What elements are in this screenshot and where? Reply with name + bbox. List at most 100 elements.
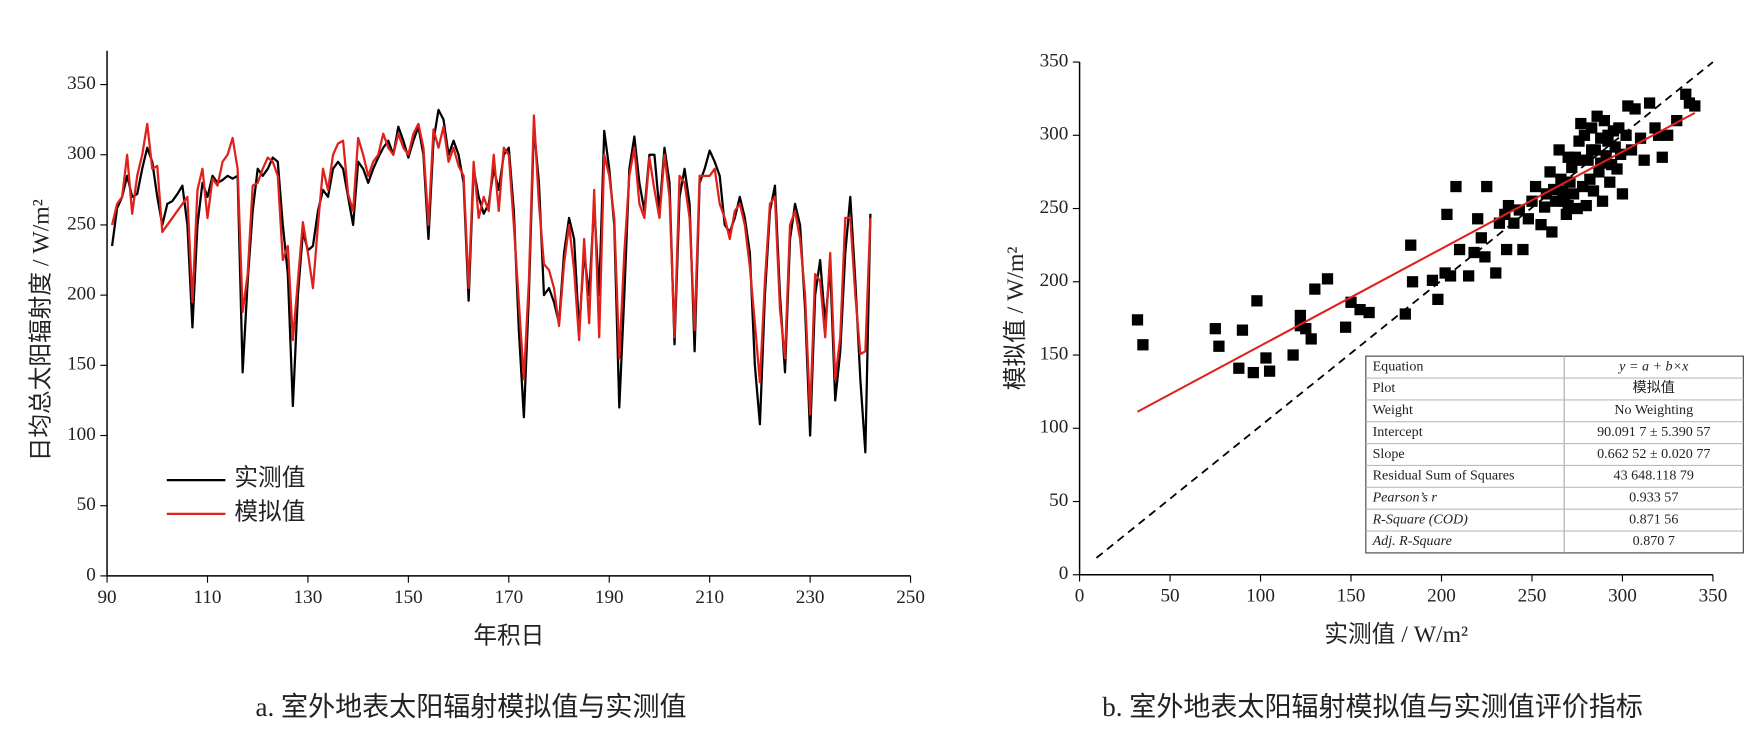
y-tick-label: 50 xyxy=(1049,490,1068,511)
point xyxy=(1656,151,1668,163)
point xyxy=(1539,201,1551,213)
table-value: 90.091 7 ± 5.390 57 xyxy=(1597,424,1710,440)
point xyxy=(1586,144,1598,156)
point xyxy=(1131,314,1144,326)
point xyxy=(1450,180,1462,193)
y-tick-label: 250 xyxy=(1040,197,1069,218)
x-tick-label: 110 xyxy=(193,587,221,608)
table-label: Weight xyxy=(1373,402,1413,418)
x-tick-label: 250 xyxy=(896,587,925,608)
x-tick-label: 150 xyxy=(394,587,423,608)
point xyxy=(1611,163,1623,175)
caption-b: b. 室外地表太阳辐射模拟值与实测值评价指标 xyxy=(1102,692,1643,722)
point xyxy=(1432,293,1444,305)
point xyxy=(1501,243,1513,256)
point xyxy=(1363,306,1375,319)
series-line xyxy=(110,108,872,454)
x-tick-label: 150 xyxy=(1337,586,1366,607)
point xyxy=(1566,161,1578,174)
point xyxy=(1689,100,1701,112)
point xyxy=(1622,100,1634,112)
point xyxy=(1643,97,1656,109)
point xyxy=(1481,180,1493,193)
point xyxy=(1625,144,1638,156)
x-tick-label: 100 xyxy=(1246,586,1275,607)
x-tick-label: 50 xyxy=(1160,586,1179,607)
point xyxy=(1560,208,1572,221)
y-tick-label: 250 xyxy=(67,213,96,234)
point xyxy=(1587,185,1600,197)
x-tick-label: 210 xyxy=(695,587,724,608)
point xyxy=(1604,176,1616,188)
point xyxy=(1540,188,1553,200)
point xyxy=(1549,195,1562,207)
point xyxy=(1680,88,1692,100)
point xyxy=(1544,166,1556,178)
point xyxy=(1573,135,1585,147)
point xyxy=(1609,141,1621,153)
y-tick-label: 100 xyxy=(1040,417,1069,438)
point xyxy=(1595,132,1607,144)
point xyxy=(1345,296,1357,308)
point xyxy=(1472,213,1484,225)
y-tick-label: 50 xyxy=(77,494,96,515)
point xyxy=(1209,323,1221,335)
point xyxy=(1546,226,1558,238)
x-tick-label: 300 xyxy=(1608,586,1637,607)
point xyxy=(1613,122,1625,134)
table-label: Plot xyxy=(1373,380,1396,396)
point xyxy=(1300,323,1312,335)
y-tick-label: 150 xyxy=(67,354,96,375)
y-tick-label: 200 xyxy=(1040,270,1069,291)
point xyxy=(1555,173,1567,185)
point xyxy=(1513,204,1525,216)
point xyxy=(1236,324,1249,336)
point xyxy=(1354,303,1366,316)
point xyxy=(1578,129,1591,141)
point xyxy=(1629,103,1641,115)
point xyxy=(1463,270,1475,282)
point xyxy=(1596,195,1609,207)
table-value: 模拟值 xyxy=(1633,380,1675,396)
point xyxy=(1493,217,1506,229)
point xyxy=(1586,122,1598,134)
point xyxy=(1517,243,1529,256)
point xyxy=(1468,246,1480,259)
point xyxy=(1479,251,1491,263)
point xyxy=(1653,129,1665,141)
legend-label: 模拟值 xyxy=(234,498,305,525)
point xyxy=(1634,132,1647,144)
point xyxy=(1616,188,1629,200)
point xyxy=(1620,129,1632,141)
point xyxy=(1502,199,1515,212)
table-label: Slope xyxy=(1373,446,1405,462)
y-tick-label: 350 xyxy=(67,73,96,94)
table-value: 0.871 56 xyxy=(1629,511,1678,527)
point xyxy=(1213,340,1225,352)
x-tick-label: 0 xyxy=(1075,586,1085,607)
point xyxy=(1490,267,1502,279)
table-label: Residual Sum of Squares xyxy=(1373,468,1515,484)
point xyxy=(1553,144,1565,156)
series-line xyxy=(110,114,872,416)
y-tick-label: 300 xyxy=(67,143,96,164)
point xyxy=(1444,270,1457,282)
table-value: No Weighting xyxy=(1614,402,1693,418)
fit-line xyxy=(1137,111,1696,413)
x-tick-label: 230 xyxy=(796,587,825,608)
x-axis-label: 年积日 xyxy=(473,622,544,649)
point xyxy=(1600,150,1612,162)
table-value: y = a + b×x xyxy=(1617,358,1689,374)
point xyxy=(1649,122,1661,134)
point xyxy=(1260,352,1272,364)
point xyxy=(1593,166,1605,178)
point xyxy=(1339,321,1352,333)
y-tick-label: 150 xyxy=(1040,343,1069,364)
point xyxy=(1571,154,1583,166)
point xyxy=(1598,114,1610,127)
point xyxy=(1441,208,1453,221)
y-axis-label: 模拟值 / W/m² xyxy=(1002,247,1029,391)
y-tick-label: 300 xyxy=(1040,124,1069,145)
y-tick-label: 100 xyxy=(67,424,96,445)
